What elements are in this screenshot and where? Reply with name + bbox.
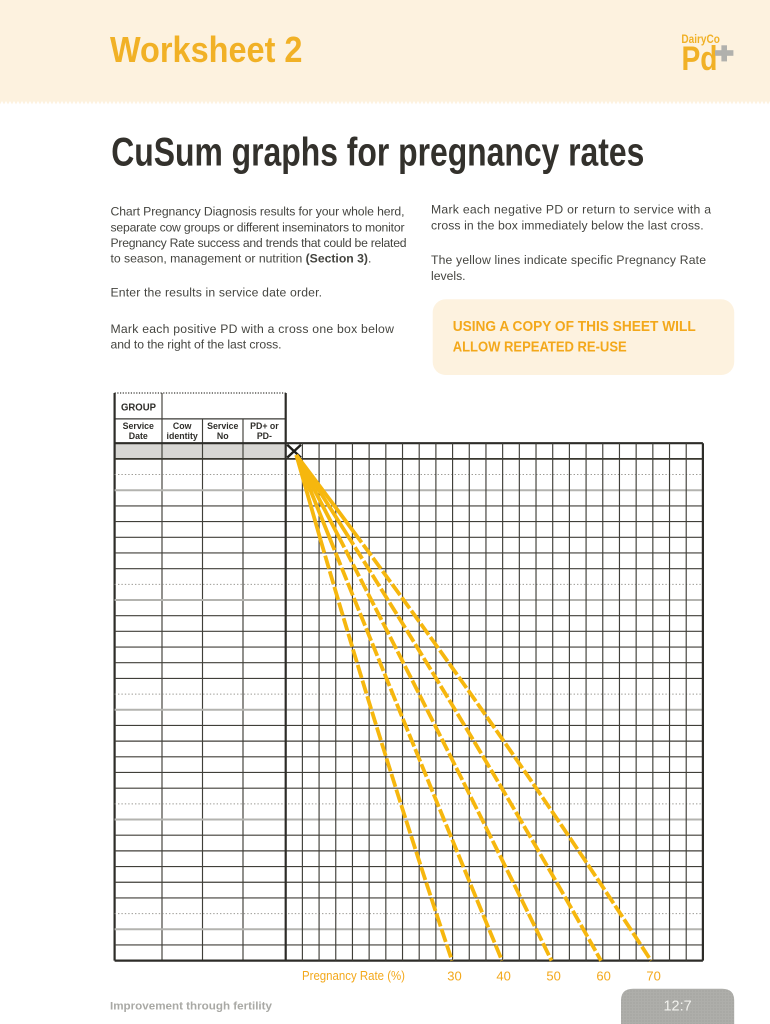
svg-text:12:7: 12:7 <box>663 999 691 1015</box>
svg-text:Worksheet 2: Worksheet 2 <box>110 30 303 70</box>
svg-text:50: 50 <box>546 969 560 984</box>
svg-text:Service: Service <box>123 421 154 431</box>
svg-text:40: 40 <box>496 969 510 984</box>
svg-text:70: 70 <box>646 969 660 984</box>
svg-text:Cow: Cow <box>173 421 192 431</box>
svg-text:Improvement through fertility: Improvement through fertility <box>110 1001 273 1013</box>
svg-text:USING A COPY OF THIS SHEET WIL: USING A COPY OF THIS SHEET WILL <box>453 319 696 335</box>
svg-text:Enter the results in service d: Enter the results in service date order. <box>111 286 323 300</box>
svg-text:and to the right of the last c: and to the right of the last cross. <box>111 338 282 352</box>
svg-text:Mark each positive PD with a c: Mark each positive PD with a cross one b… <box>111 322 395 336</box>
svg-text:CuSum graphs for pregnancy rat: CuSum graphs for pregnancy rates <box>111 130 644 174</box>
svg-text:separate cow groups or differe: separate cow groups or different insemin… <box>111 220 405 234</box>
svg-text:Pregnancy Rate (%): Pregnancy Rate (%) <box>302 969 405 983</box>
svg-text:Pd: Pd <box>682 40 718 78</box>
svg-text:to season, management or nutri: to season, management or nutrition (Sect… <box>111 252 372 266</box>
svg-text:Pregnancy Rate success and tre: Pregnancy Rate success and trends that c… <box>111 236 407 250</box>
svg-text:ALLOW REPEATED RE-USE: ALLOW REPEATED RE-USE <box>453 339 627 355</box>
svg-text:Chart Pregnancy Diagnosis resu: Chart Pregnancy Diagnosis results for yo… <box>111 205 405 219</box>
svg-text:PD+ or: PD+ or <box>250 421 279 431</box>
svg-text:No: No <box>217 431 229 441</box>
svg-text:Date: Date <box>129 431 148 441</box>
svg-text:Service: Service <box>207 421 238 431</box>
svg-text:identity: identity <box>167 431 198 441</box>
svg-text:GROUP: GROUP <box>121 402 156 414</box>
svg-text:cross in the box immediately b: cross in the box immediately below the l… <box>431 219 704 233</box>
svg-text:60: 60 <box>596 969 610 984</box>
svg-text:PD-: PD- <box>257 431 272 441</box>
svg-text:Mark each negative PD or retur: Mark each negative PD or return to servi… <box>431 203 711 217</box>
svg-text:DairyCo: DairyCo <box>681 32 720 46</box>
svg-text:levels.: levels. <box>431 269 466 283</box>
svg-text:30: 30 <box>447 969 461 984</box>
svg-text:The yellow lines indicate spec: The yellow lines indicate specific Pregn… <box>431 253 706 267</box>
